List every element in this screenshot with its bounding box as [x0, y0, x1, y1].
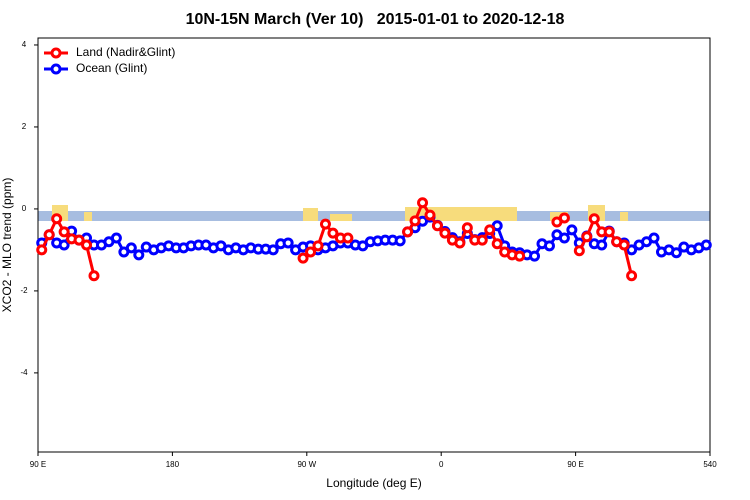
- y-tick-label: 4: [22, 40, 27, 49]
- data-point: [133, 249, 145, 261]
- data-point: [319, 218, 331, 230]
- x-tick-label: 90 E: [567, 460, 583, 469]
- data-point: [402, 226, 414, 238]
- x-tick-label: 90 E: [30, 460, 46, 469]
- x-tick-label: 180: [166, 460, 180, 469]
- data-point: [424, 209, 436, 221]
- data-point: [431, 220, 443, 232]
- land-patch: [84, 212, 92, 221]
- data-point: [305, 246, 317, 258]
- data-point: [581, 231, 593, 243]
- data-point: [670, 247, 682, 259]
- data-point: [297, 252, 309, 264]
- chart-title: 10N-15N March (Ver 10) 2015-01-01 to 202…: [186, 11, 565, 28]
- data-point: [476, 234, 488, 246]
- y-tick-label: 0: [22, 204, 27, 213]
- data-point: [529, 250, 541, 262]
- data-point: [394, 235, 406, 247]
- data-point: [43, 229, 55, 241]
- data-point: [626, 244, 638, 256]
- data-point: [417, 197, 429, 209]
- data-point: [58, 226, 70, 238]
- data-point: [36, 244, 48, 256]
- data-point: [461, 222, 473, 234]
- series: [36, 197, 638, 282]
- legend-marker: [50, 63, 62, 75]
- data-point: [454, 237, 466, 249]
- data-point: [618, 239, 630, 251]
- data-point: [51, 213, 63, 225]
- data-point: [484, 224, 496, 236]
- y-axis-label: XCO2 - MLO trend (ppm): [0, 178, 14, 313]
- data-point: [558, 232, 570, 244]
- data-point: [588, 213, 600, 225]
- data-point: [514, 250, 526, 262]
- y-tick-label: -4: [20, 368, 28, 377]
- data-point: [439, 227, 451, 239]
- x-tick-label: 0: [439, 460, 444, 469]
- series-line: [406, 199, 520, 258]
- land-patch: [330, 214, 352, 221]
- land-patch: [550, 212, 568, 221]
- data-point: [566, 224, 578, 236]
- data-point: [110, 232, 122, 244]
- x-tick-label: 90 W: [297, 460, 316, 469]
- data-point: [342, 232, 354, 244]
- data-point: [58, 239, 70, 251]
- data-point: [327, 227, 339, 239]
- data-point: [626, 270, 638, 282]
- legend-label: Ocean (Glint): [76, 61, 147, 75]
- y-tick-label: -2: [20, 286, 28, 295]
- data-point: [88, 270, 100, 282]
- ocean-band: [38, 211, 710, 221]
- data-point: [81, 239, 93, 251]
- land-patch: [620, 212, 628, 221]
- data-point: [312, 240, 324, 252]
- data-point: [282, 237, 294, 249]
- data-point: [603, 226, 615, 238]
- map-strip: [38, 205, 710, 221]
- data-point: [267, 244, 279, 256]
- data-point: [648, 232, 660, 244]
- data-point: [73, 234, 85, 246]
- legend-label: Land (Nadir&Glint): [76, 45, 175, 59]
- data-point: [558, 212, 570, 224]
- data-point: [409, 215, 421, 227]
- x-axis-label: Longitude (deg E): [326, 476, 421, 490]
- data-point: [596, 239, 608, 251]
- data-point: [700, 239, 712, 251]
- land-patch: [303, 208, 318, 221]
- data-point: [125, 242, 137, 254]
- data-point: [573, 245, 585, 257]
- x-tick-label: 540: [703, 460, 717, 469]
- y-tick-label: 2: [22, 122, 27, 131]
- legend-marker: [50, 47, 62, 59]
- data-point: [491, 238, 503, 250]
- data-point: [543, 240, 555, 252]
